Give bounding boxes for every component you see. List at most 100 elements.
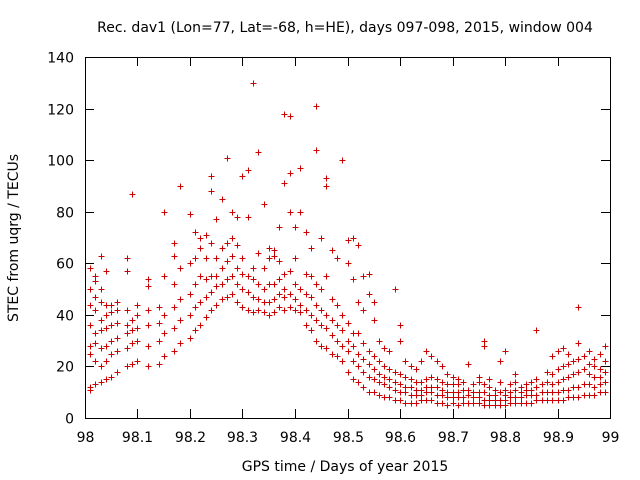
data-point bbox=[560, 345, 567, 352]
data-point bbox=[345, 369, 352, 376]
data-point bbox=[308, 312, 315, 319]
data-point bbox=[555, 366, 562, 373]
data-point bbox=[271, 309, 278, 316]
data-point bbox=[450, 400, 457, 407]
data-point bbox=[161, 273, 168, 280]
data-point bbox=[108, 374, 115, 381]
data-point bbox=[450, 374, 457, 381]
data-point bbox=[423, 376, 430, 383]
data-point bbox=[507, 381, 514, 388]
data-point bbox=[271, 253, 278, 260]
x-tick-label: 98 bbox=[77, 430, 95, 446]
data-point bbox=[602, 369, 609, 376]
data-point bbox=[397, 371, 404, 378]
data-point bbox=[360, 356, 367, 363]
data-point bbox=[418, 387, 425, 394]
data-point bbox=[134, 338, 141, 345]
data-point bbox=[502, 387, 509, 394]
data-point bbox=[287, 291, 294, 298]
data-point bbox=[250, 80, 257, 87]
x-tick-label: 98.2 bbox=[175, 430, 206, 446]
data-point bbox=[177, 296, 184, 303]
data-point bbox=[239, 304, 246, 311]
data-point bbox=[203, 294, 210, 301]
data-point bbox=[486, 392, 493, 399]
data-point bbox=[492, 387, 499, 394]
y-tick-label: 0 bbox=[65, 412, 74, 428]
data-point bbox=[276, 291, 283, 298]
data-point bbox=[481, 381, 488, 388]
data-point bbox=[219, 296, 226, 303]
data-point bbox=[103, 376, 110, 383]
data-point bbox=[470, 381, 477, 388]
data-point bbox=[197, 273, 204, 280]
data-point bbox=[386, 384, 393, 391]
data-point bbox=[255, 307, 262, 314]
data-point bbox=[297, 286, 304, 293]
data-point bbox=[549, 371, 556, 378]
data-point bbox=[98, 317, 105, 324]
data-point bbox=[512, 394, 519, 401]
y-tick-label: 40 bbox=[56, 309, 74, 325]
data-point bbox=[586, 348, 593, 355]
data-point bbox=[87, 286, 94, 293]
data-point bbox=[575, 394, 582, 401]
x-tick-label: 98.5 bbox=[333, 430, 364, 446]
data-point bbox=[339, 312, 346, 319]
data-point bbox=[355, 351, 362, 358]
data-point bbox=[203, 314, 210, 321]
data-point bbox=[597, 381, 604, 388]
data-point bbox=[281, 180, 288, 187]
data-point bbox=[303, 307, 310, 314]
data-point bbox=[297, 165, 304, 172]
data-point bbox=[465, 361, 472, 368]
data-point bbox=[145, 363, 152, 370]
data-point bbox=[345, 237, 352, 244]
data-point bbox=[408, 376, 415, 383]
data-point bbox=[103, 325, 110, 332]
data-point bbox=[570, 358, 577, 365]
data-point bbox=[281, 307, 288, 314]
x-tick-label: 98.9 bbox=[543, 430, 574, 446]
data-point bbox=[470, 389, 477, 396]
data-point bbox=[376, 392, 383, 399]
data-point bbox=[87, 351, 94, 358]
data-point bbox=[329, 296, 336, 303]
data-point bbox=[350, 358, 357, 365]
data-point bbox=[192, 304, 199, 311]
data-point bbox=[261, 265, 268, 272]
data-point bbox=[381, 381, 388, 388]
data-point bbox=[428, 384, 435, 391]
data-point bbox=[287, 113, 294, 120]
data-point bbox=[213, 216, 220, 223]
data-point bbox=[281, 286, 288, 293]
data-point bbox=[245, 167, 252, 174]
data-point bbox=[549, 397, 556, 404]
data-point bbox=[129, 340, 136, 347]
data-point bbox=[575, 384, 582, 391]
data-point bbox=[161, 330, 168, 337]
data-point bbox=[376, 379, 383, 386]
data-point bbox=[261, 286, 268, 293]
data-point bbox=[418, 358, 425, 365]
data-point bbox=[371, 317, 378, 324]
data-point bbox=[266, 312, 273, 319]
data-point bbox=[428, 374, 435, 381]
data-point bbox=[386, 348, 393, 355]
data-point bbox=[423, 348, 430, 355]
data-point bbox=[224, 155, 231, 162]
data-point bbox=[313, 302, 320, 309]
data-point bbox=[313, 338, 320, 345]
data-point bbox=[245, 307, 252, 314]
data-point bbox=[281, 294, 288, 301]
y-tick-label: 20 bbox=[56, 360, 74, 376]
x-tick-label: 98.1 bbox=[122, 430, 153, 446]
data-point bbox=[308, 273, 315, 280]
data-point bbox=[161, 312, 168, 319]
data-point bbox=[234, 299, 241, 306]
data-point bbox=[87, 343, 94, 350]
x-tick-label: 99 bbox=[602, 430, 620, 446]
data-point bbox=[287, 170, 294, 177]
y-axis-label: STEC from uqrg / TECUs bbox=[6, 154, 22, 322]
data-point bbox=[323, 345, 330, 352]
